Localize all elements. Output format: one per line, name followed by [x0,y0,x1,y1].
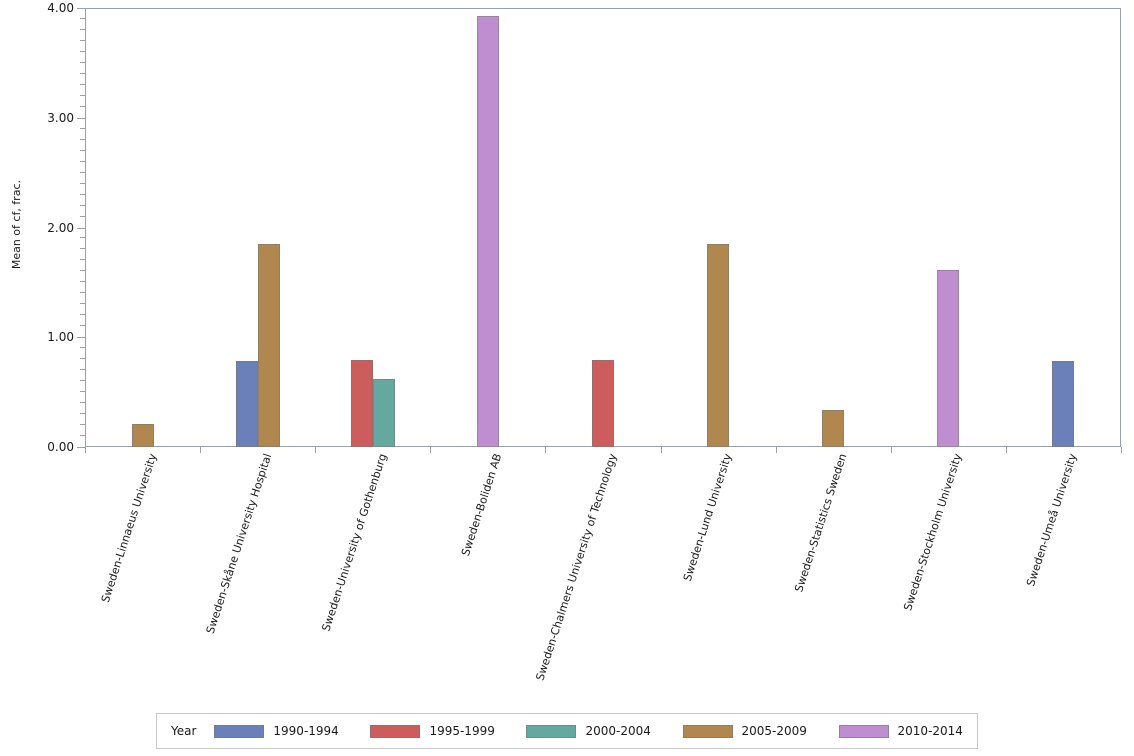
bar[interactable] [937,270,960,447]
y-minor-tick [80,358,85,360]
y-minor-tick [80,380,85,382]
y-minor-tick [80,17,85,19]
bar[interactable] [822,409,845,447]
bar[interactable] [372,378,395,447]
plot-border-top [85,8,1121,9]
legend-swatch [838,724,889,738]
y-minor-tick [80,127,85,129]
x-tick-mark [1121,447,1122,453]
legend-label: 1990-1994 [273,724,339,738]
bar[interactable] [1052,361,1075,447]
y-minor-tick [80,215,85,217]
y-minor-tick [80,413,85,415]
y-tick-mark [77,8,85,9]
y-minor-tick [80,204,85,206]
x-tick-mark [545,447,547,453]
y-tick-label: 2.00 [47,220,74,235]
y-minor-tick [80,347,85,349]
legend-item[interactable]: 2010-2014 [838,724,963,738]
y-axis-title: Mean of cf, frac. [10,180,23,270]
x-axis-tick-labels: Sweden-Linnaeus University Sweden-Skåne U… [85,452,1121,702]
x-tick-mark [430,447,432,453]
x-tick-mark [890,447,892,453]
bar[interactable] [257,243,280,447]
legend-swatch [526,724,577,738]
legend-item[interactable]: 2000-2004 [526,724,651,738]
plot-area: 0.00 1.00 2.00 3.00 4.00 [47,1,1122,454]
legend-item[interactable]: 1995-1999 [370,724,495,738]
y-minor-tick [80,248,85,250]
legend-label: 2005-2009 [741,724,807,738]
y-tick-label: 1.00 [47,330,74,345]
y-minor-tick [80,50,85,52]
y-tick-mark [77,117,85,119]
x-tick-mark [660,447,662,453]
y-minor-tick [80,424,85,426]
y-minor-tick [80,270,85,272]
y-minor-tick [80,402,85,404]
y-minor-tick [80,83,85,85]
y-minor-tick [80,39,85,41]
y-minor-tick [80,160,85,162]
y-minor-tick [80,193,85,195]
y-minor-tick [80,325,85,327]
y-tick-mark [77,447,85,448]
y-minor-tick [80,72,85,74]
y-minor-tick [80,314,85,316]
y-minor-tick [80,237,85,239]
bar[interactable] [476,15,499,447]
y-minor-tick [80,61,85,63]
legend-item[interactable]: 2005-2009 [682,724,807,738]
legend-label: 2000-2004 [585,724,651,738]
y-minor-tick [80,369,85,371]
y-minor-tick [80,28,85,30]
y-minor-tick [80,94,85,96]
legend-item[interactable]: 1990-1994 [214,724,339,738]
bar[interactable] [707,243,730,447]
y-minor-tick [80,105,85,107]
y-minor-tick [80,171,85,173]
y-tick-label: 0.00 [47,440,74,454]
bar[interactable] [235,361,258,447]
x-tick-mark [775,447,777,453]
legend-label: 1995-1999 [429,724,495,738]
y-minor-tick [80,391,85,393]
plot-border-right [1120,8,1121,447]
y-tick-label: 4.00 [47,1,74,15]
y-minor-tick [80,182,85,184]
y-tick-mark [77,227,85,229]
y-minor-tick [80,435,85,437]
x-tick-mark [85,447,86,453]
legend-swatch [682,724,733,738]
legend-entries: 1990-1994 1995-1999 2000-2004 2005-2009 2010… [214,724,963,738]
y-minor-tick [80,281,85,283]
y-minor-tick [80,138,85,140]
x-tick-mark [200,447,202,453]
y-minor-tick [80,259,85,261]
legend: Year 1990-1994 1995-1999 2000-2004 2005-200… [156,713,978,749]
legend-title: Year [171,724,197,738]
bar[interactable] [350,360,373,447]
legend-swatch [370,724,421,738]
y-axis-line [85,8,86,447]
legend-swatch [214,724,265,738]
legend-label: 2010-2014 [897,724,963,738]
bar[interactable] [592,360,614,447]
x-tick-mark [1005,447,1007,453]
y-minor-tick [80,149,85,151]
y-tick-label: 3.00 [47,110,74,125]
y-minor-tick [80,292,85,294]
y-minor-tick [80,303,85,305]
bar[interactable] [131,423,154,447]
x-tick-mark [315,447,317,453]
y-tick-mark [77,337,85,339]
